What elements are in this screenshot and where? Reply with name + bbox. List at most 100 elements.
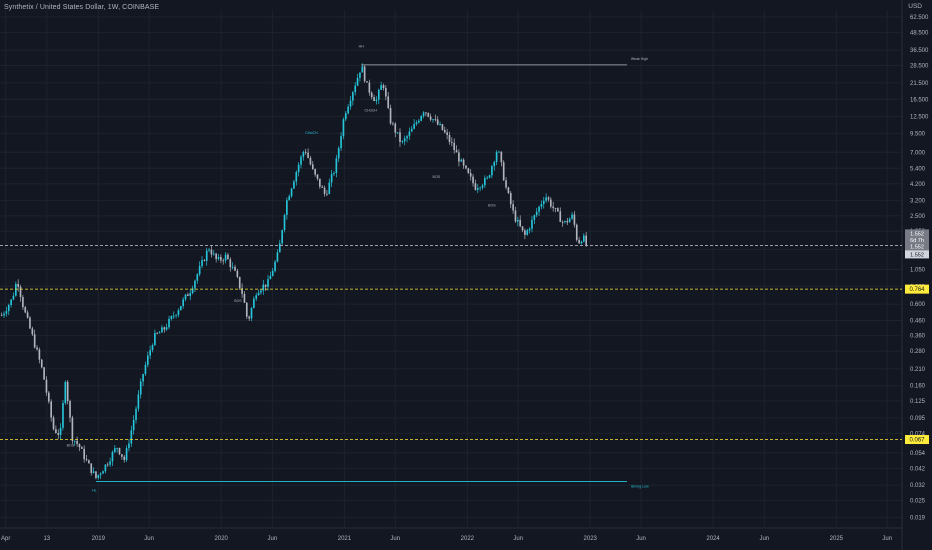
candle-body (344, 113, 347, 120)
price-tag-value: 0.764 (909, 287, 925, 293)
currency-label: USD (908, 3, 922, 10)
candle-body (498, 151, 500, 153)
candle-body (465, 165, 467, 169)
candle-body (472, 176, 474, 184)
time-axis-label: Jun (882, 536, 892, 542)
price-axis-label: 0.019 (910, 515, 926, 521)
candle-body (26, 312, 29, 318)
candle-body (571, 214, 573, 219)
candle-body (307, 152, 309, 158)
candle-body (245, 302, 248, 317)
candle-body (514, 210, 517, 222)
candle-body (196, 274, 199, 281)
price-axis-label: 0.125 (910, 399, 926, 405)
candle-body (123, 456, 126, 460)
candle-body (85, 459, 88, 461)
candle-body (262, 284, 265, 291)
candle-body (453, 142, 456, 151)
candle-body (168, 318, 170, 328)
candle-body (328, 182, 331, 195)
candle-body (198, 266, 201, 275)
time-axis-label: 2025 (830, 536, 844, 542)
candle-body (253, 298, 255, 308)
time-axis-label: Jun (759, 536, 769, 542)
candle-body (220, 257, 222, 261)
candle-body (314, 169, 316, 175)
price-axis-label: 0.032 (910, 483, 926, 489)
candle-body (189, 293, 192, 296)
candle-body (118, 447, 121, 455)
candle-body (300, 156, 302, 165)
structure-annotation: BOS (234, 299, 242, 303)
candle-body (373, 97, 375, 102)
price-tag-box (905, 284, 929, 294)
candle-body (476, 188, 479, 190)
price-axis-label: 0.025 (910, 498, 926, 504)
candle-body (462, 159, 465, 166)
candle-body (460, 159, 463, 162)
candle-body (311, 164, 314, 170)
candle-body (491, 166, 493, 176)
candle-body (573, 214, 576, 225)
candle-body (380, 85, 382, 90)
candle-body (429, 116, 432, 120)
structure-annotation: HH (359, 45, 365, 49)
candle-body (234, 266, 236, 271)
candle-body (415, 122, 418, 125)
candle-body (19, 286, 22, 298)
candle-body (92, 471, 95, 473)
candle-body (172, 315, 175, 317)
candle-body (260, 290, 262, 293)
candle-body (229, 259, 232, 268)
candle-body (238, 276, 241, 289)
candle-body (125, 448, 128, 460)
candle-body (33, 334, 36, 348)
candle-body (24, 307, 27, 313)
structure-annotation: BOS (433, 175, 441, 179)
candle-body (121, 454, 123, 457)
candle-body (561, 221, 564, 223)
candle-body (267, 279, 269, 287)
price-axis-label: 0.210 (910, 367, 926, 373)
candle-body (286, 200, 288, 215)
candle-body (62, 403, 64, 428)
candle-body (264, 284, 267, 287)
candle-body (43, 367, 45, 380)
candle-body (191, 288, 194, 294)
candle-body (557, 208, 559, 212)
candle-body (439, 124, 441, 125)
price-axis-label: 0.074 (910, 431, 926, 437)
candle-body (78, 443, 81, 448)
candle-body (302, 151, 305, 157)
candle-body (321, 186, 324, 188)
time-axis-label: 2019 (92, 536, 106, 542)
current-price-value: 1.552 (910, 244, 924, 250)
price-axis-label: 0.042 (910, 466, 926, 472)
candle-body (22, 297, 24, 308)
candle-body (187, 294, 189, 296)
candle-body (106, 464, 109, 466)
candle-body (356, 77, 359, 86)
candle-body (342, 119, 345, 137)
candle-body (135, 408, 137, 420)
candle-body (366, 81, 368, 83)
candle-body (479, 187, 481, 189)
price-tag-value: 0.067 (909, 438, 925, 444)
time-axis-label: 2022 (461, 536, 475, 542)
candle-body (170, 316, 173, 319)
candle-body (7, 305, 10, 312)
candle-body (12, 295, 15, 300)
trend-line-label: Strong Low (631, 484, 649, 488)
candle-body (340, 136, 342, 149)
candle-body (99, 473, 102, 475)
time-axis-label: Jun (144, 536, 154, 542)
candle-body (69, 400, 71, 418)
candle-body (257, 292, 260, 296)
price-axis-label: 9.500 (910, 131, 926, 137)
candle-body (410, 128, 413, 132)
candle-body (394, 123, 397, 133)
candle-body (66, 381, 69, 401)
candle-body (36, 347, 38, 350)
candle-body (293, 181, 295, 189)
